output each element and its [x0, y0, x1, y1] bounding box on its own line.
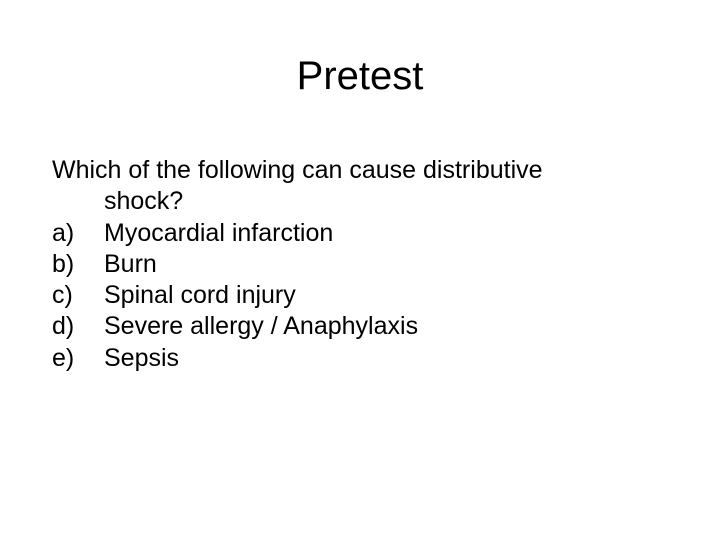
- option-marker: b): [52, 249, 104, 280]
- options-list: a) Myocardial infarction b) Burn c) Spin…: [52, 218, 668, 374]
- option-text: Spinal cord injury: [104, 280, 668, 311]
- option-item: e) Sepsis: [52, 343, 668, 374]
- option-item: d) Severe allergy / Anaphylaxis: [52, 311, 668, 342]
- option-text: Sepsis: [104, 343, 668, 374]
- question-text-line2: shock?: [52, 186, 668, 217]
- option-marker: d): [52, 311, 104, 342]
- question-text-line1: Which of the following can cause distrib…: [52, 155, 668, 186]
- option-item: b) Burn: [52, 249, 668, 280]
- option-text: Myocardial infarction: [104, 218, 668, 249]
- slide-title: Pretest: [52, 54, 668, 99]
- option-marker: e): [52, 343, 104, 374]
- option-marker: a): [52, 218, 104, 249]
- option-text: Burn: [104, 249, 668, 280]
- option-item: c) Spinal cord injury: [52, 280, 668, 311]
- option-marker: c): [52, 280, 104, 311]
- option-item: a) Myocardial infarction: [52, 218, 668, 249]
- question-block: Which of the following can cause distrib…: [52, 155, 668, 218]
- option-text: Severe allergy / Anaphylaxis: [104, 311, 668, 342]
- slide-container: Pretest Which of the following can cause…: [0, 0, 720, 540]
